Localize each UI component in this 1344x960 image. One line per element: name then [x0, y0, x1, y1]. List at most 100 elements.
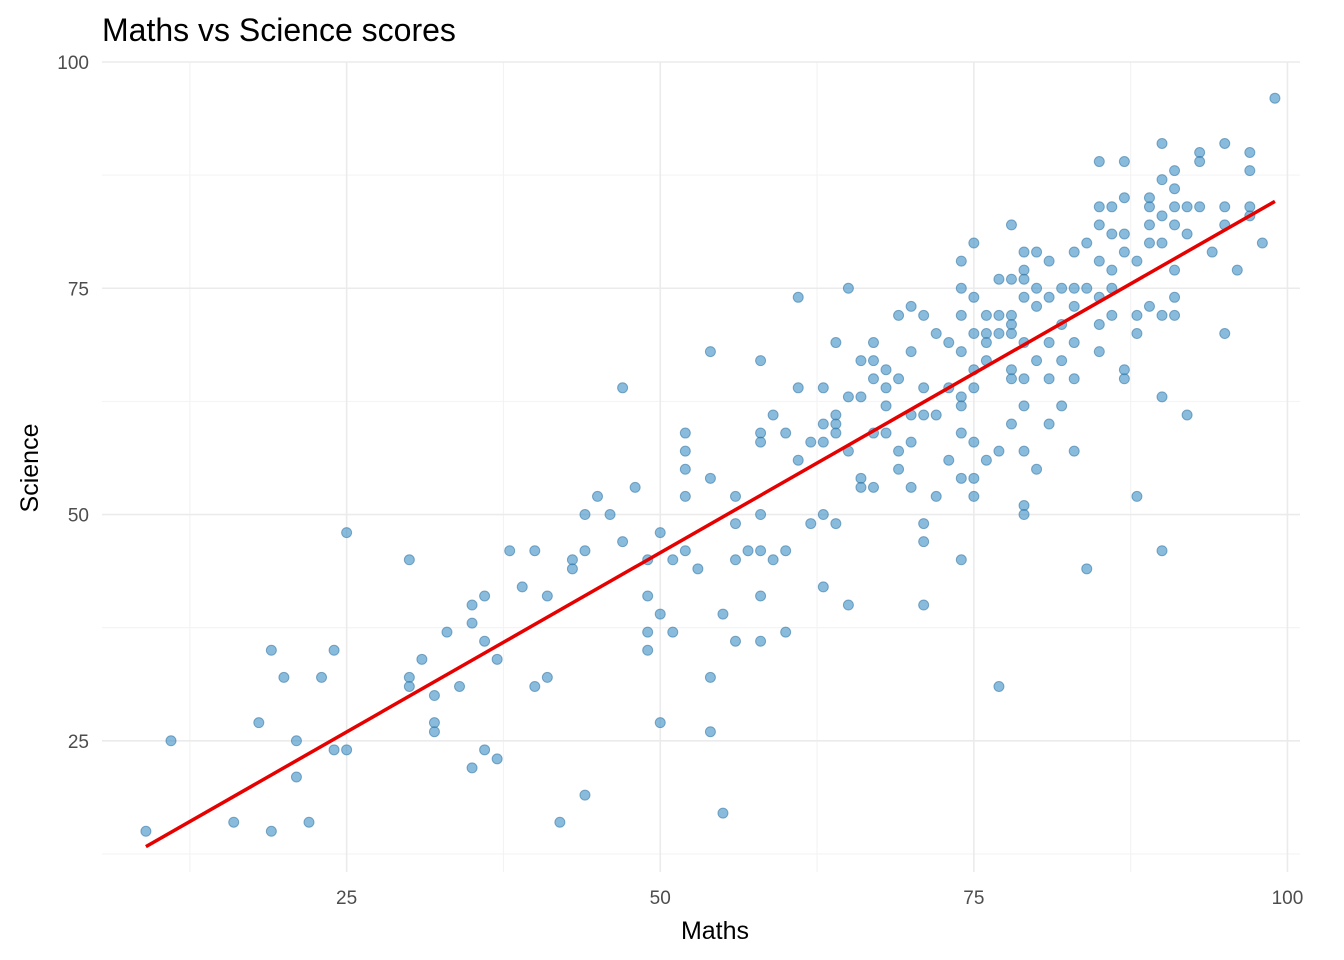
data-point [893, 309, 905, 321]
data-point [955, 554, 967, 566]
data-point [792, 454, 804, 466]
data-point [1043, 337, 1055, 349]
data-point [1219, 328, 1231, 340]
data-point [855, 391, 867, 403]
data-point [1018, 373, 1030, 385]
data-point [1156, 391, 1168, 403]
data-point [792, 382, 804, 394]
data-point [1068, 337, 1080, 349]
data-point [479, 635, 491, 647]
data-point [755, 355, 767, 367]
y-tick-label: 50 [68, 506, 89, 527]
data-point [842, 282, 854, 294]
data-point [968, 237, 980, 249]
data-point [454, 680, 466, 692]
x-axis-ticks: 25 50 75 100 [336, 888, 1303, 909]
data-point [1018, 400, 1030, 412]
data-point [341, 744, 353, 756]
data-point [1118, 228, 1130, 240]
data-point [692, 563, 704, 575]
data-point [579, 789, 591, 801]
data-point [905, 300, 917, 312]
data-points [140, 92, 1281, 837]
data-point [1056, 355, 1068, 367]
data-point [830, 427, 842, 439]
data-point [516, 581, 528, 593]
data-point [466, 762, 478, 774]
data-point [1169, 165, 1181, 177]
data-point [1206, 246, 1218, 258]
data-point [980, 309, 992, 321]
data-point [1093, 255, 1105, 267]
data-point [755, 590, 767, 602]
data-point [1043, 373, 1055, 385]
data-point [1143, 192, 1155, 204]
data-point [228, 816, 240, 828]
data-point [642, 644, 654, 656]
data-point [1118, 364, 1130, 376]
data-point [1181, 409, 1193, 421]
data-point [893, 445, 905, 457]
data-point [1143, 237, 1155, 249]
data-point [704, 472, 716, 484]
data-point [918, 309, 930, 321]
data-point [328, 644, 340, 656]
x-axis-label: Maths [681, 917, 749, 945]
data-point [592, 490, 604, 502]
data-point [617, 382, 629, 394]
data-point [140, 825, 152, 837]
y-tick-label: 100 [57, 53, 89, 74]
data-point [867, 337, 879, 349]
data-point [704, 346, 716, 358]
data-point [1106, 201, 1118, 213]
data-point [1219, 201, 1231, 213]
data-point [943, 337, 955, 349]
data-point [855, 472, 867, 484]
data-point [1131, 255, 1143, 267]
data-point [830, 337, 842, 349]
data-point [905, 346, 917, 358]
data-point [604, 509, 616, 521]
data-point [855, 481, 867, 493]
data-point [554, 816, 566, 828]
data-point [955, 391, 967, 403]
data-point [1143, 201, 1155, 213]
data-point [1056, 400, 1068, 412]
data-point [830, 418, 842, 430]
data-point [566, 554, 578, 566]
data-point [792, 291, 804, 303]
data-point [1068, 300, 1080, 312]
data-point [1093, 318, 1105, 330]
data-point [290, 735, 302, 747]
data-point [955, 400, 967, 412]
data-point [416, 653, 428, 665]
data-point [1018, 499, 1030, 511]
data-point [529, 545, 541, 557]
data-point [629, 481, 641, 493]
data-point [955, 427, 967, 439]
data-point [1005, 418, 1017, 430]
data-point [278, 671, 290, 683]
data-point [1231, 264, 1243, 276]
data-point [893, 373, 905, 385]
data-point [968, 382, 980, 394]
data-point [441, 626, 453, 638]
data-point [1093, 346, 1105, 358]
data-point [403, 554, 415, 566]
data-point [805, 436, 817, 448]
data-point [1118, 373, 1130, 385]
data-point [1005, 364, 1017, 376]
data-point [968, 328, 980, 340]
data-point [642, 590, 654, 602]
data-point [1169, 183, 1181, 195]
grid [102, 61, 1300, 872]
data-point [1118, 246, 1130, 258]
data-point [780, 545, 792, 557]
data-point [1106, 309, 1118, 321]
data-point [817, 581, 829, 593]
y-axis-label: Science [16, 424, 44, 513]
data-point [1005, 219, 1017, 231]
data-point [893, 463, 905, 475]
data-point [679, 490, 691, 502]
